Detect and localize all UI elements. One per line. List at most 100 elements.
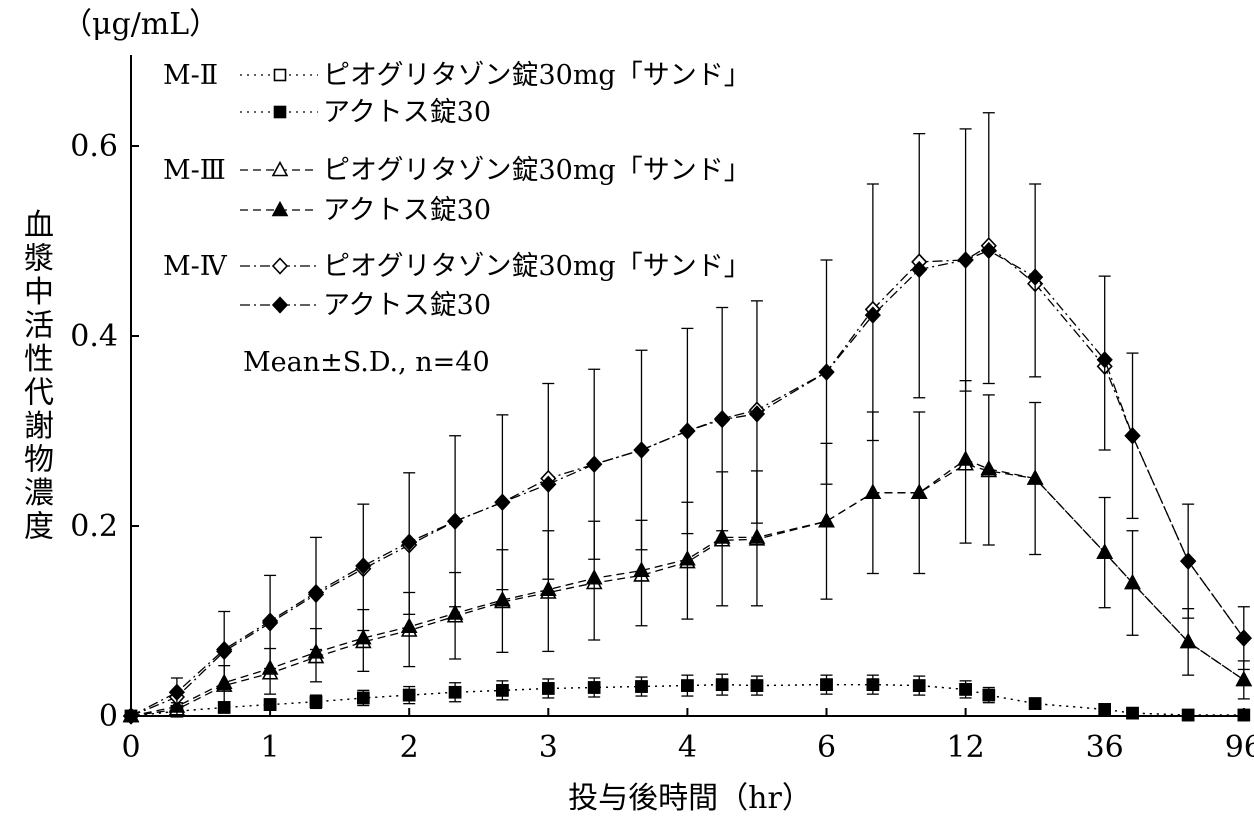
y-tick-label: 0.4 (70, 319, 118, 354)
data-point (633, 441, 650, 459)
x-tick-label: 4 (678, 730, 697, 765)
data-point (1124, 573, 1141, 590)
legend-marker (273, 105, 287, 119)
x-axis-title: 投与後時間（hr） (568, 781, 812, 816)
data-point (447, 512, 464, 530)
legend-group-label: M-Ⅱ (163, 60, 218, 91)
x-tick-label: 3 (539, 730, 558, 765)
data-point (1028, 697, 1042, 710)
data-point (355, 557, 372, 575)
data-point (1237, 708, 1251, 722)
data-point (402, 688, 416, 702)
series-3 (122, 450, 1253, 723)
data-point (713, 528, 731, 544)
data-point (1181, 708, 1195, 722)
legend-marker (273, 68, 287, 82)
data-point (635, 680, 648, 693)
x-tick-label: 0 (121, 730, 140, 765)
stat-note: Mean±S.D., n=40 (243, 347, 490, 378)
data-point (1096, 543, 1114, 559)
data-point (494, 590, 511, 607)
data-point (679, 422, 696, 440)
data-point (818, 512, 835, 528)
x-tick-label: 96 (1225, 730, 1254, 765)
y-axis-title: 血漿中活性代謝物濃度 (24, 208, 54, 545)
data-point (539, 580, 557, 596)
data-point (714, 410, 731, 429)
data-point (216, 640, 233, 659)
legend-marker (271, 296, 289, 314)
data-point (957, 450, 974, 466)
y-unit-label: （μg/mL） (62, 7, 219, 42)
data-point (820, 678, 833, 691)
series-4 (122, 112, 1252, 725)
data-point (1096, 351, 1113, 369)
legend-entry-label: ピオグリタゾン錠30mg「サンド」 (323, 155, 751, 186)
y-tick-label: 0.2 (70, 509, 118, 544)
data-point (1179, 632, 1197, 649)
data-point (959, 683, 972, 696)
data-point (748, 528, 766, 544)
data-point (818, 363, 835, 381)
data-point (750, 679, 764, 692)
data-point (1235, 629, 1252, 647)
data-point (122, 707, 140, 725)
x-tick-label: 6 (817, 730, 836, 765)
data-point (864, 483, 882, 500)
legend-entry-label: アクトス錠30 (323, 290, 491, 321)
legend-entry-label: ピオグリタゾン錠30mg「サンド」 (323, 60, 751, 91)
data-point (168, 683, 185, 701)
data-point (912, 679, 926, 692)
data-point (587, 681, 601, 694)
data-point (307, 643, 325, 659)
data-point (446, 604, 464, 620)
data-point (866, 678, 880, 691)
legend-entry-label: ピオグリタゾン錠30mg「サンド」 (323, 251, 751, 282)
data-point (1027, 268, 1044, 286)
series-1 (124, 678, 1251, 723)
legend-marker (271, 257, 289, 275)
data-point (980, 459, 998, 476)
data-point (1235, 670, 1253, 687)
data-point (980, 241, 997, 260)
data-point (356, 691, 370, 705)
data-point (633, 561, 650, 577)
data-point (496, 684, 509, 697)
legend-group-label: M-Ⅳ (163, 251, 228, 282)
data-point (864, 306, 881, 324)
legend-group-label: M-Ⅲ (163, 155, 226, 186)
data-point (494, 493, 511, 511)
data-point (309, 695, 323, 709)
data-point (263, 698, 277, 711)
x-tick-label: 12 (947, 730, 985, 765)
data-point (1180, 552, 1197, 570)
x-tick-label: 2 (400, 730, 419, 765)
data-point (1098, 703, 1111, 716)
data-point (262, 612, 279, 630)
legend-entry-label: アクトス錠30 (323, 97, 491, 128)
x-tick-label: 36 (1086, 730, 1124, 765)
data-point (982, 688, 996, 702)
data-point (957, 251, 974, 269)
data-point (911, 260, 928, 279)
y-ticks: 0 0.2 0.4 0.6 (70, 129, 139, 734)
data-point (1124, 427, 1141, 445)
data-point (354, 628, 372, 645)
data-point (541, 682, 555, 695)
data-point (540, 475, 557, 493)
x-tick-label: 1 (261, 730, 280, 765)
data-point (1126, 706, 1139, 720)
data-point (401, 533, 418, 551)
y-tick-label: 0 (99, 699, 118, 734)
data-point (586, 455, 603, 473)
data-point (448, 685, 462, 699)
data-point (748, 405, 766, 423)
y-tick-label: 0.6 (70, 129, 118, 164)
legend-entry-label: アクトス錠30 (323, 195, 491, 226)
data-point (715, 678, 729, 691)
data-point (307, 583, 325, 602)
data-point (1026, 469, 1044, 485)
legend-marker (271, 200, 289, 217)
data-point (585, 569, 603, 585)
